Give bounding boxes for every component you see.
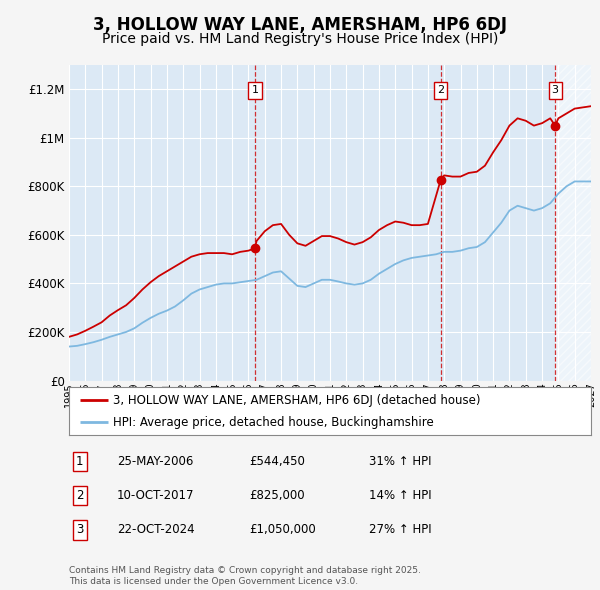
Text: Contains HM Land Registry data © Crown copyright and database right 2025.
This d: Contains HM Land Registry data © Crown c…	[69, 566, 421, 586]
Text: 1: 1	[76, 455, 83, 468]
Text: £825,000: £825,000	[249, 489, 305, 502]
Text: 25-MAY-2006: 25-MAY-2006	[117, 455, 193, 468]
Text: 1: 1	[251, 86, 259, 96]
Text: 22-OCT-2024: 22-OCT-2024	[117, 523, 194, 536]
Text: 3, HOLLOW WAY LANE, AMERSHAM, HP6 6DJ: 3, HOLLOW WAY LANE, AMERSHAM, HP6 6DJ	[93, 17, 507, 34]
Text: £1,050,000: £1,050,000	[249, 523, 316, 536]
Text: 31% ↑ HPI: 31% ↑ HPI	[369, 455, 431, 468]
Text: Price paid vs. HM Land Registry's House Price Index (HPI): Price paid vs. HM Land Registry's House …	[102, 32, 498, 46]
Text: 3: 3	[76, 523, 83, 536]
Text: £544,450: £544,450	[249, 455, 305, 468]
Text: 3: 3	[551, 86, 559, 96]
Text: HPI: Average price, detached house, Buckinghamshire: HPI: Average price, detached house, Buck…	[113, 416, 434, 429]
Text: 3, HOLLOW WAY LANE, AMERSHAM, HP6 6DJ (detached house): 3, HOLLOW WAY LANE, AMERSHAM, HP6 6DJ (d…	[113, 394, 481, 407]
Text: 2: 2	[76, 489, 83, 502]
Text: 2: 2	[437, 86, 444, 96]
Bar	[555, 65, 591, 381]
Text: 27% ↑ HPI: 27% ↑ HPI	[369, 523, 431, 536]
Text: 10-OCT-2017: 10-OCT-2017	[117, 489, 194, 502]
Text: 14% ↑ HPI: 14% ↑ HPI	[369, 489, 431, 502]
